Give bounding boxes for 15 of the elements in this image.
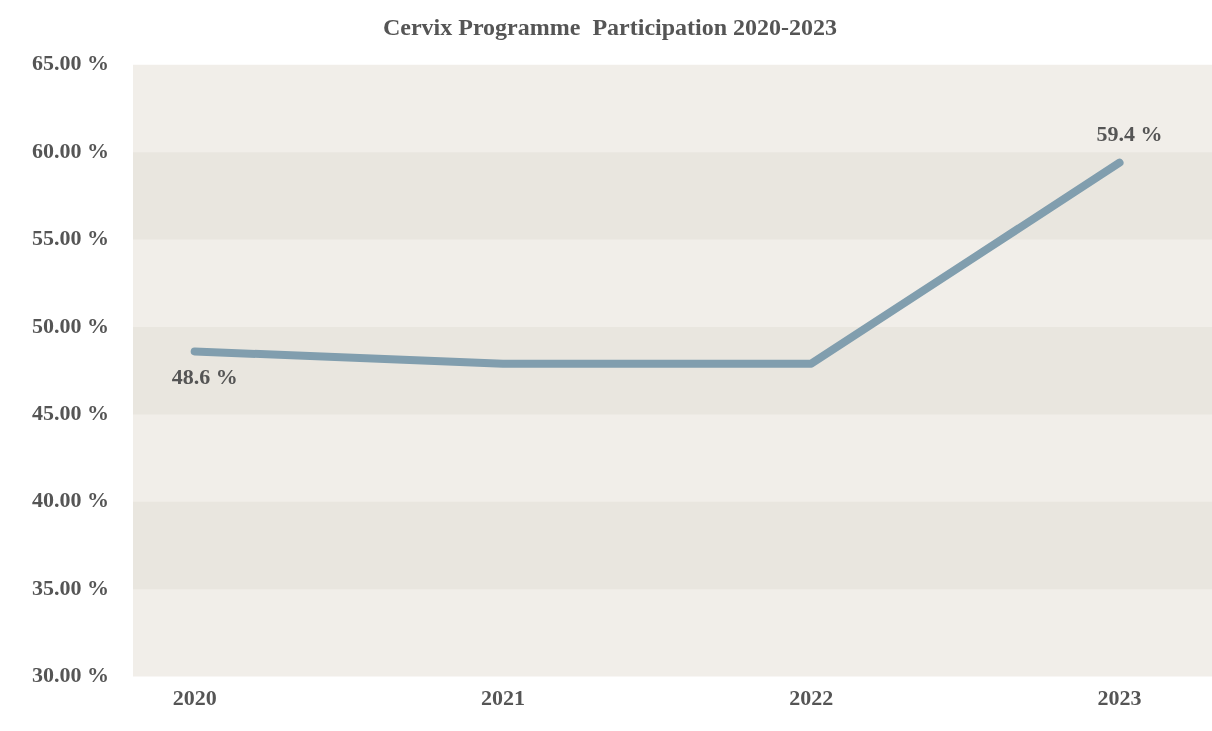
y-tick-label: 45.00 % [32, 400, 109, 426]
y-tick-label: 65.00 % [32, 50, 109, 76]
y-tick-label: 30.00 % [32, 662, 109, 688]
data-label: 48.6 % [171, 364, 238, 390]
y-tick-label: 60.00 % [32, 137, 109, 163]
y-tick-label: 55.00 % [32, 225, 109, 251]
x-tick-label: 2023 [1097, 685, 1142, 711]
x-tick-label: 2021 [480, 685, 525, 711]
x-tick-label: 2022 [789, 685, 834, 711]
y-tick-label: 35.00 % [32, 574, 109, 600]
data-label: 59.4 % [1096, 121, 1163, 147]
chart-title: Cervix Programme Participation 2020-2023 [382, 13, 838, 40]
y-tick-label: 40.00 % [32, 487, 109, 513]
x-tick-label: 2020 [172, 685, 217, 711]
y-tick-label: 50.00 % [32, 312, 109, 338]
